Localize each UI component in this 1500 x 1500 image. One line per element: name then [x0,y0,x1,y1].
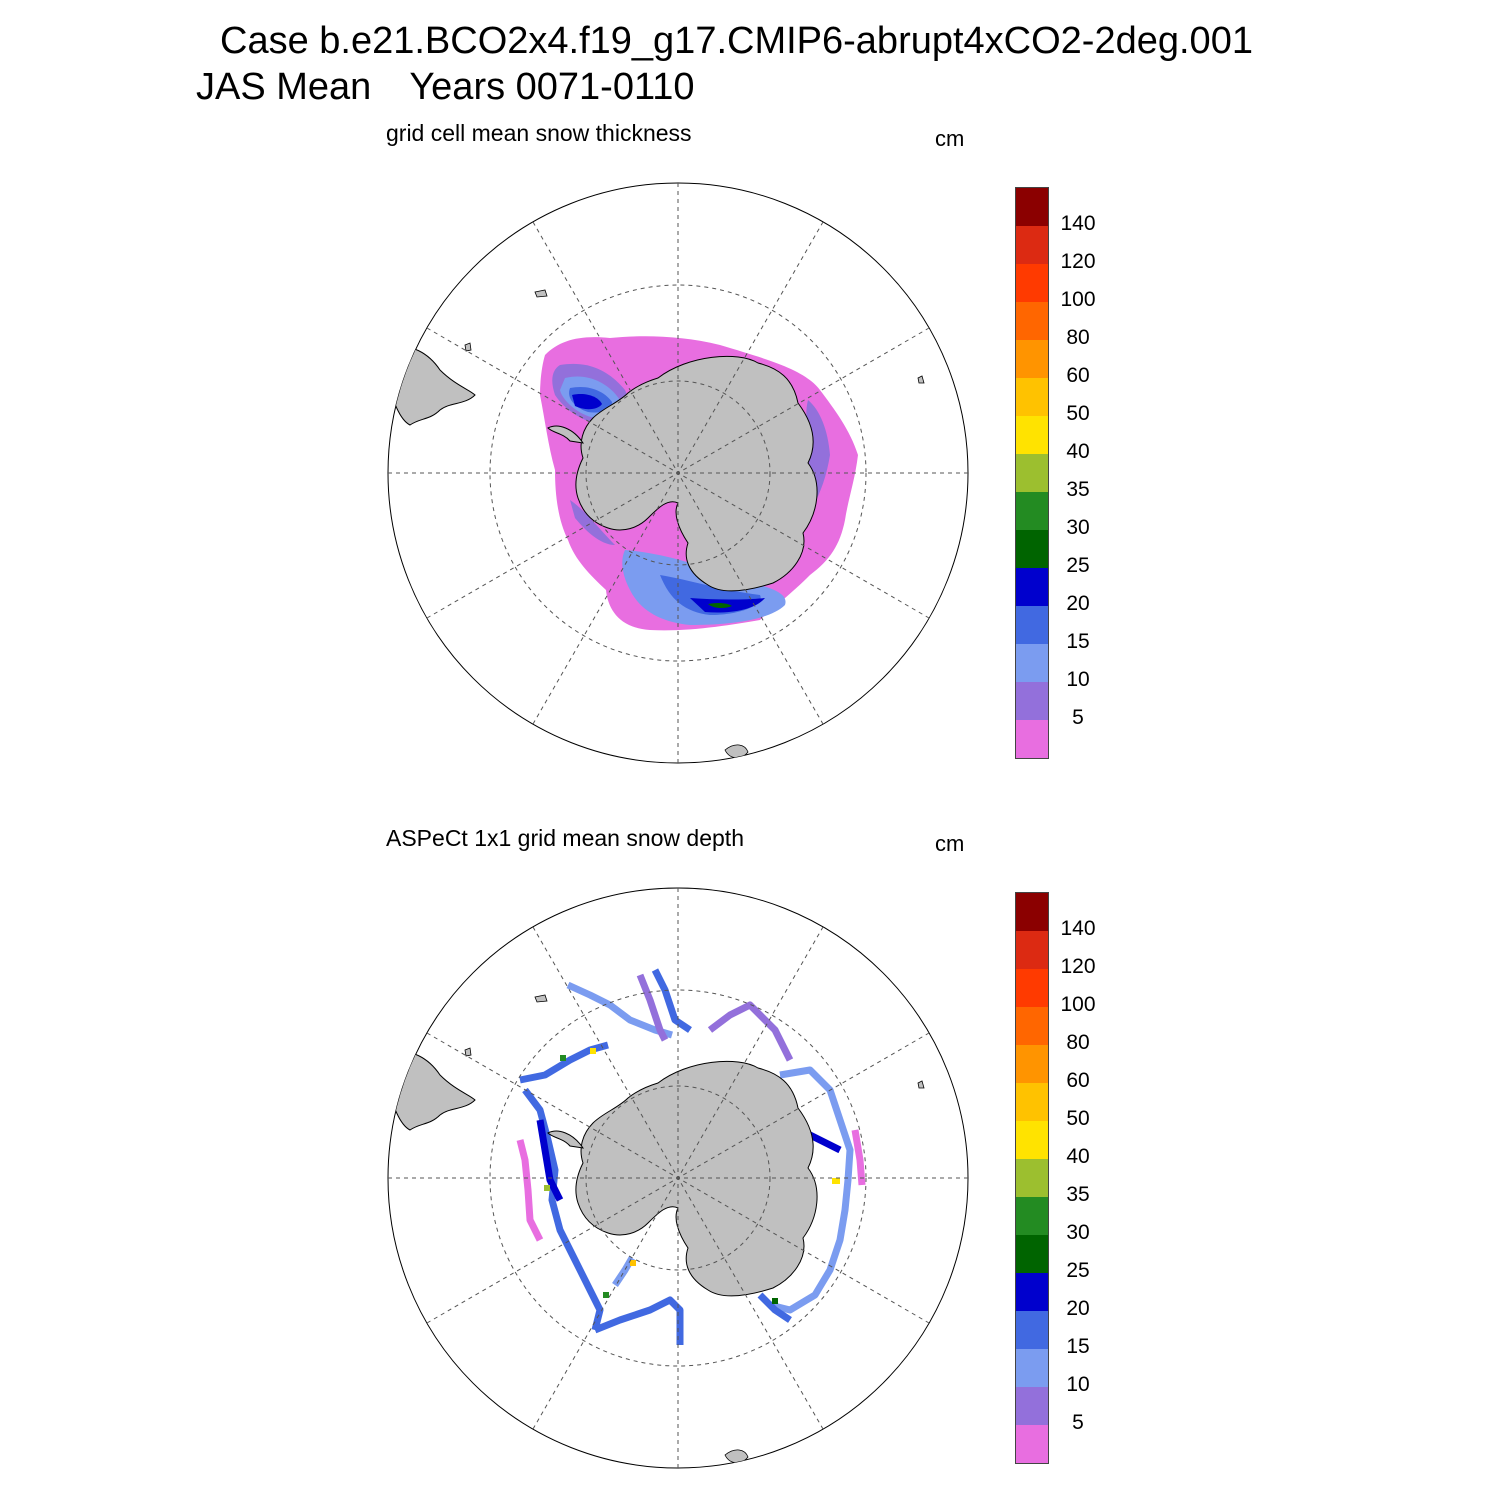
colorbar-tick-label: 5 [1072,1411,1084,1434]
colorbar-swatch [1016,969,1048,1007]
colorbar-swatch [1016,416,1048,454]
years-label: Years 0071-0110 [409,66,695,108]
colorbar-swatch [1016,492,1048,530]
colorbar-tick-label: 20 [1066,592,1090,615]
colorbar-swatch [1016,530,1048,568]
colorbar-tick-label: 120 [1060,250,1096,273]
colorbar-tick-label: 140 [1060,917,1096,940]
colorbar-swatch [1016,1311,1048,1349]
colorbar-tick-label: 140 [1060,212,1096,235]
colorbar-tick-label: 50 [1066,402,1090,425]
colorbar-tick-label: 60 [1066,364,1090,387]
colorbar-tick-label: 30 [1066,516,1090,539]
colorbar-swatch [1016,1349,1048,1387]
colorbar-swatch [1016,340,1048,378]
colorbar-tick-label: 35 [1066,1183,1090,1206]
colorbar-tick-label: 100 [1060,288,1096,311]
colorbar-swatch [1016,682,1048,720]
colorbar-swatch [1016,1235,1048,1273]
colorbar-swatch [1016,931,1048,969]
colorbar-tick-label: 15 [1066,630,1090,653]
colorbar-tick-label: 40 [1066,440,1090,463]
colorbar-tick-label: 10 [1066,668,1090,691]
colorbar-swatch [1016,454,1048,492]
colorbar-swatch [1016,1273,1048,1311]
panel-2-map [387,887,969,1469]
colorbar-tick-label: 60 [1066,1069,1090,1092]
graticule-1 [388,183,968,763]
colorbar-swatch [1016,1121,1048,1159]
colorbar-swatch [1016,264,1048,302]
colorbar-tick-label: 120 [1060,955,1096,978]
colorbar-swatch [1016,302,1048,340]
panel-1-map [387,182,969,764]
panel-2-title: ASPeCt 1x1 grid mean snow depth [386,825,744,851]
colorbar-tick-label: 5 [1072,706,1084,729]
colorbar-swatch [1016,1007,1048,1045]
colorbar-swatch [1016,568,1048,606]
colorbar-tick-label: 10 [1066,1373,1090,1396]
colorbar-swatch [1016,226,1048,264]
colorbar-swatch [1016,893,1048,931]
colorbar-tick-label: 15 [1066,1335,1090,1358]
colorbar-swatch [1016,644,1048,682]
colorbar-tick-label: 30 [1066,1221,1090,1244]
panel-1-units: cm [935,126,965,151]
south-america-1 [388,346,476,426]
colorbar-swatch [1016,1159,1048,1197]
colorbar-tick-label: 20 [1066,1297,1090,1320]
colorbar-swatch [1016,606,1048,644]
colorbar-swatch [1016,378,1048,416]
colorbar-2 [1015,892,1049,1464]
colorbar-tick-label: 100 [1060,993,1096,1016]
ship-tracks [516,968,866,1345]
south-america-2 [388,1051,476,1131]
colorbar-swatch [1016,1387,1048,1425]
colorbar-tick-label: 25 [1066,554,1090,577]
colorbar-tick-label: 80 [1066,326,1090,349]
season-label: JAS Mean [196,66,372,108]
colorbar-tick-label: 50 [1066,1107,1090,1130]
subtitle: JAS Mean Years 0071-0110 [196,66,695,109]
main-title: Case b.e21.BCO2x4.f19_g17.CMIP6-abrupt4x… [220,20,1253,62]
colorbar-tick-label: 25 [1066,1259,1090,1282]
colorbar-tick-label: 80 [1066,1031,1090,1054]
graticule-2 [388,888,968,1468]
colorbar-tick-label: 35 [1066,478,1090,501]
colorbar-swatch [1016,1083,1048,1121]
colorbar-swatch [1016,720,1048,758]
colorbar-swatch [1016,1425,1048,1463]
panel-2-units: cm [935,831,965,856]
panel-1-title: grid cell mean snow thickness [386,120,692,146]
colorbar-tick-label: 40 [1066,1145,1090,1168]
colorbar-swatch [1016,188,1048,226]
colorbar-swatch [1016,1045,1048,1083]
colorbar-1 [1015,187,1049,759]
colorbar-swatch [1016,1197,1048,1235]
